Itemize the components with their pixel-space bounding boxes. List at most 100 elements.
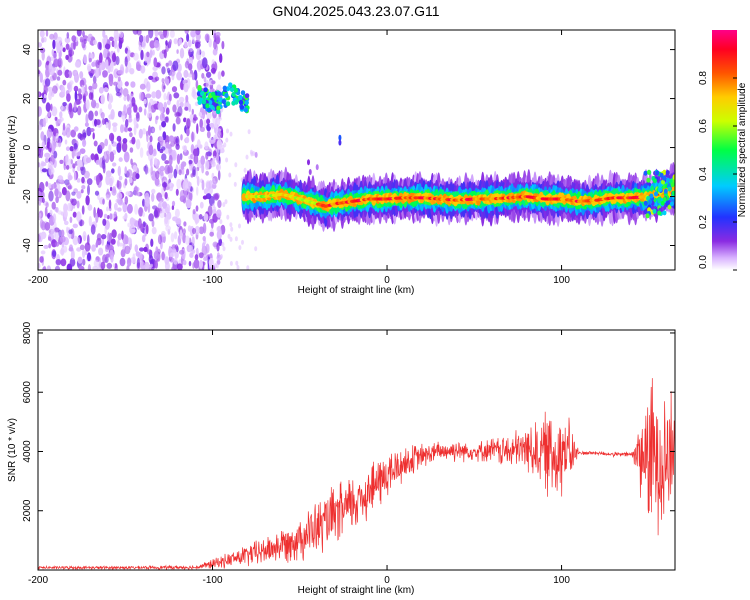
noise-cell [73, 85, 79, 92]
noise-cell [127, 117, 133, 123]
noise-cell [46, 265, 51, 270]
noise-cell [140, 223, 144, 232]
noise-cell [111, 168, 115, 174]
noise-cell [76, 247, 82, 252]
noise-cell [72, 235, 79, 246]
noise-cell [41, 51, 45, 61]
noise-cell [76, 191, 82, 199]
noise-cell [38, 70, 41, 75]
noise-cell [107, 215, 110, 220]
noise-cell [109, 186, 113, 192]
noise-cell [84, 90, 89, 97]
noise-cell [151, 188, 156, 194]
noise-cell [149, 135, 153, 143]
noise-cell [135, 139, 141, 150]
snr-y-ticks: 2000 4000 6000 8000 [22, 321, 675, 522]
y-tick-label: 4000 [22, 440, 33, 463]
noise-cell [181, 169, 185, 175]
noise-cell [138, 44, 142, 52]
noise-cell [204, 160, 210, 171]
noise-cell [202, 57, 208, 69]
noise-cell [136, 257, 140, 269]
noise-cell [48, 61, 53, 70]
noise-cell [245, 154, 249, 160]
noise-cell [129, 228, 136, 233]
noise-cell [249, 149, 253, 155]
noise-cell [170, 232, 175, 243]
noise-cell [41, 140, 46, 150]
noise-cell [49, 33, 55, 40]
blob-cell [203, 87, 208, 93]
track-cell [645, 213, 650, 219]
noise-cell [94, 190, 100, 196]
noise-cell [133, 104, 138, 113]
track-cell [660, 200, 665, 206]
noise-cell [204, 33, 210, 42]
noise-cell [205, 151, 209, 160]
noise-cell [144, 164, 148, 175]
noise-cell [45, 30, 49, 37]
noise-cell [176, 49, 179, 54]
noise-cell [124, 196, 129, 205]
noise-cell [57, 175, 64, 183]
noise-cell [48, 190, 54, 202]
noise-cell [49, 209, 53, 216]
noise-cell [179, 48, 185, 59]
noise-cell [145, 34, 150, 44]
noise-cell [184, 30, 189, 34]
noise-cell [52, 52, 57, 59]
noise-cell [93, 207, 96, 218]
noise-cell [173, 168, 178, 179]
noise-cell [38, 262, 41, 269]
noise-cell [206, 118, 211, 125]
noise-cell [176, 263, 183, 270]
spectrogram-x-axis-label: Height of straight line (km) [298, 285, 415, 296]
noise-cell [116, 180, 122, 190]
spectrogram-panel: -200 -100 0 100 40 20 0 -20 -40 Height of strai… [7, 29, 676, 296]
noise-cell [164, 164, 170, 175]
track-cell [652, 208, 657, 214]
noise-cell [108, 144, 112, 154]
noise-cell [168, 93, 172, 102]
blob-cell [228, 82, 233, 88]
noise-cell [165, 141, 170, 149]
noise-cell [111, 229, 117, 239]
noise-cell [217, 252, 220, 258]
noise-cell [148, 213, 154, 222]
noise-cell [218, 228, 222, 234]
noise-cell [215, 31, 221, 38]
noise-cell [157, 102, 164, 111]
noise-cell [159, 112, 165, 122]
noise-cell [85, 113, 89, 125]
noise-cell [121, 230, 124, 240]
noise-cell [65, 127, 71, 138]
noise-cell [176, 153, 181, 165]
noise-cell [114, 202, 118, 211]
noise-cell [119, 257, 126, 267]
noise-cell [90, 153, 95, 161]
noise-cell [38, 146, 41, 157]
noise-cell [183, 83, 189, 93]
noise-cell [229, 261, 233, 266]
noise-cell [59, 111, 63, 119]
x-tick-label: -100 [203, 575, 223, 586]
noise-cell [112, 186, 116, 194]
track-cell [669, 201, 674, 207]
noise-cell [180, 163, 184, 171]
noise-cell [141, 234, 146, 243]
noise-cell [176, 178, 182, 189]
noise-cell [191, 108, 194, 115]
spot-cell [307, 159, 311, 166]
noise-cell [85, 157, 91, 164]
noise-cell [154, 177, 160, 186]
noise-cell [69, 146, 74, 152]
noise-cell [229, 131, 233, 137]
noise-cell [171, 149, 177, 161]
noise-cell [115, 55, 120, 66]
noise-cell [207, 205, 213, 217]
noise-cell [98, 52, 103, 63]
noise-cell [81, 205, 85, 215]
noise-cell [107, 65, 111, 74]
noise-cell [182, 228, 186, 235]
noise-cell [152, 49, 155, 56]
